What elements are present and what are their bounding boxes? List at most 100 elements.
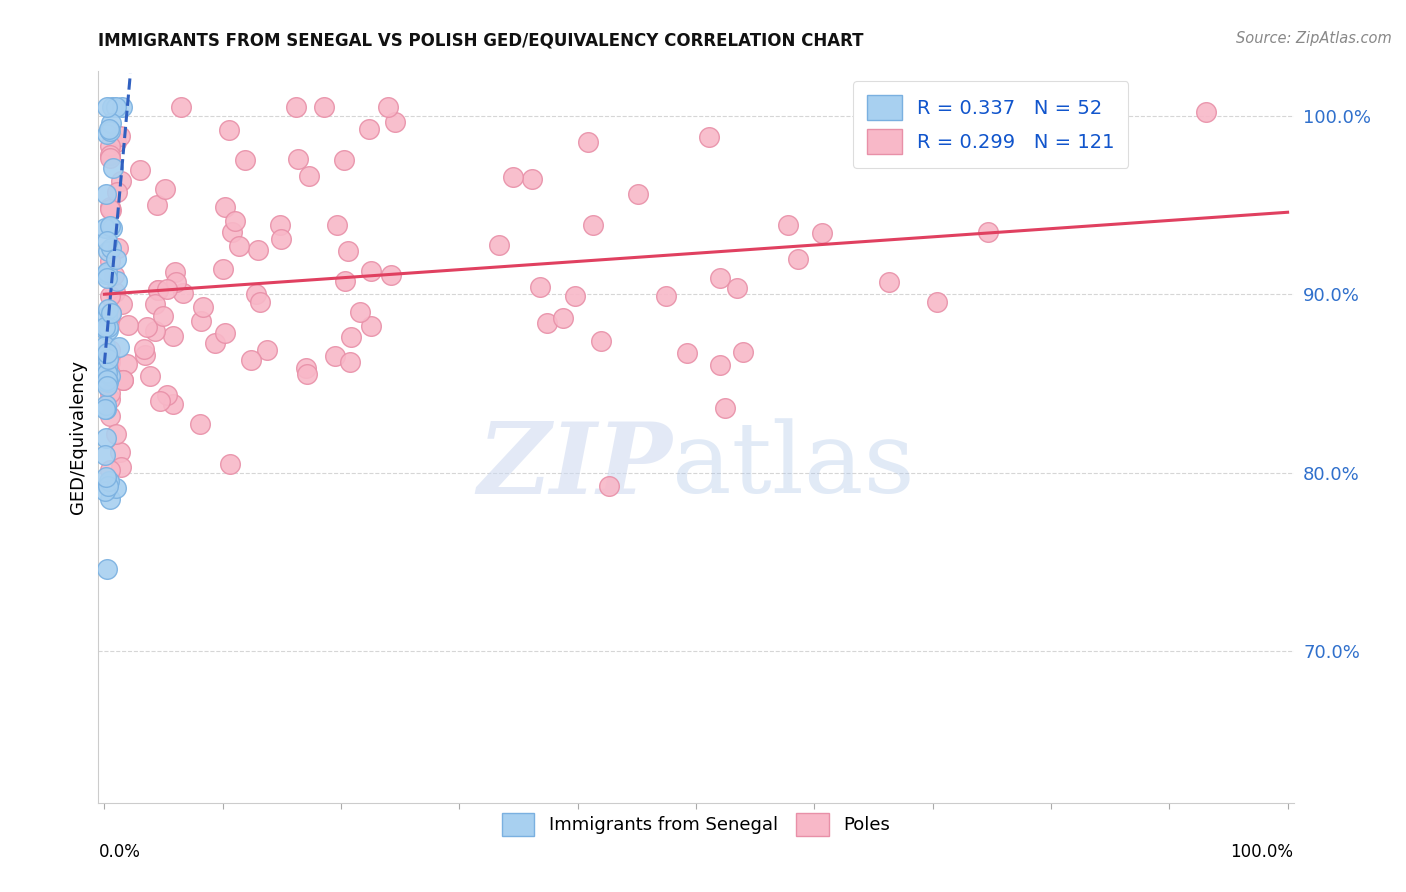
Text: 0.0%: 0.0% — [98, 843, 141, 861]
Point — [709, 358, 731, 372]
Point — [98, 147, 121, 161]
Point — [94, 374, 117, 388]
Text: 100.0%: 100.0% — [1230, 843, 1294, 861]
Point — [333, 153, 356, 167]
Text: ZIP: ZIP — [477, 418, 672, 515]
Point — [96, 366, 118, 380]
Point — [97, 375, 120, 389]
Point — [564, 289, 586, 303]
Point — [105, 274, 128, 288]
Point — [136, 320, 159, 334]
Point — [190, 314, 212, 328]
Point — [98, 309, 121, 323]
Point — [598, 479, 620, 493]
Point — [911, 107, 934, 121]
Point — [100, 306, 122, 320]
Point — [100, 241, 122, 255]
Point — [100, 203, 122, 218]
Point — [100, 369, 122, 384]
Point — [295, 367, 318, 381]
Point — [247, 243, 270, 257]
Point — [810, 226, 832, 240]
Point — [94, 320, 117, 334]
Point — [96, 264, 118, 278]
Point — [94, 398, 117, 412]
Point — [96, 346, 118, 360]
Point — [97, 301, 120, 316]
Point — [778, 218, 800, 232]
Point — [111, 373, 134, 387]
Point — [108, 129, 131, 144]
Point — [576, 135, 599, 149]
Point — [104, 285, 127, 300]
Point — [93, 220, 115, 235]
Point — [249, 295, 271, 310]
Point — [323, 349, 346, 363]
Point — [488, 238, 510, 252]
Point — [214, 326, 236, 341]
Text: IMMIGRANTS FROM SENEGAL VS POLISH GED/EQUIVALENCY CORRELATION CHART: IMMIGRANTS FROM SENEGAL VS POLISH GED/EQ… — [98, 31, 863, 49]
Point — [143, 296, 166, 310]
Point — [143, 324, 166, 338]
Point — [98, 139, 121, 153]
Point — [357, 121, 380, 136]
Point — [93, 339, 115, 353]
Point — [333, 274, 356, 288]
Point — [285, 100, 308, 114]
Point — [146, 283, 169, 297]
Point — [654, 289, 676, 303]
Point — [110, 459, 132, 474]
Point — [298, 169, 321, 183]
Point — [98, 123, 121, 137]
Point — [529, 280, 551, 294]
Point — [97, 351, 120, 366]
Legend: Immigrants from Senegal, Poles: Immigrants from Senegal, Poles — [489, 800, 903, 848]
Point — [156, 282, 179, 296]
Point — [287, 152, 309, 166]
Point — [377, 100, 399, 114]
Point — [94, 402, 117, 417]
Point — [110, 174, 132, 188]
Point — [326, 218, 349, 232]
Point — [100, 116, 122, 130]
Point — [502, 170, 524, 185]
Point — [380, 268, 402, 282]
Point — [172, 285, 194, 300]
Point — [204, 335, 226, 350]
Point — [520, 172, 543, 186]
Point — [224, 213, 246, 227]
Point — [191, 300, 214, 314]
Point — [96, 309, 118, 323]
Point — [98, 219, 121, 233]
Point — [100, 100, 122, 114]
Point — [98, 200, 121, 214]
Text: Source: ZipAtlas.com: Source: ZipAtlas.com — [1236, 31, 1392, 46]
Point — [337, 244, 360, 259]
Point — [93, 483, 115, 498]
Point — [111, 297, 134, 311]
Point — [589, 334, 612, 348]
Point — [360, 318, 382, 333]
Point — [976, 225, 998, 239]
Point — [146, 197, 169, 211]
Point — [163, 265, 186, 279]
Y-axis label: GED/Equivalency: GED/Equivalency — [69, 360, 87, 514]
Point — [97, 323, 120, 337]
Point — [96, 562, 118, 576]
Point — [256, 343, 278, 357]
Point — [877, 275, 900, 289]
Point — [97, 319, 120, 334]
Point — [98, 392, 121, 406]
Point — [105, 186, 128, 200]
Point — [115, 357, 138, 371]
Point — [101, 220, 124, 235]
Point — [111, 100, 134, 114]
Point — [98, 202, 121, 216]
Point — [676, 346, 699, 360]
Point — [96, 378, 118, 392]
Point — [709, 271, 731, 285]
Point — [100, 355, 122, 369]
Point — [94, 374, 117, 388]
Point — [96, 373, 118, 387]
Point — [340, 330, 363, 344]
